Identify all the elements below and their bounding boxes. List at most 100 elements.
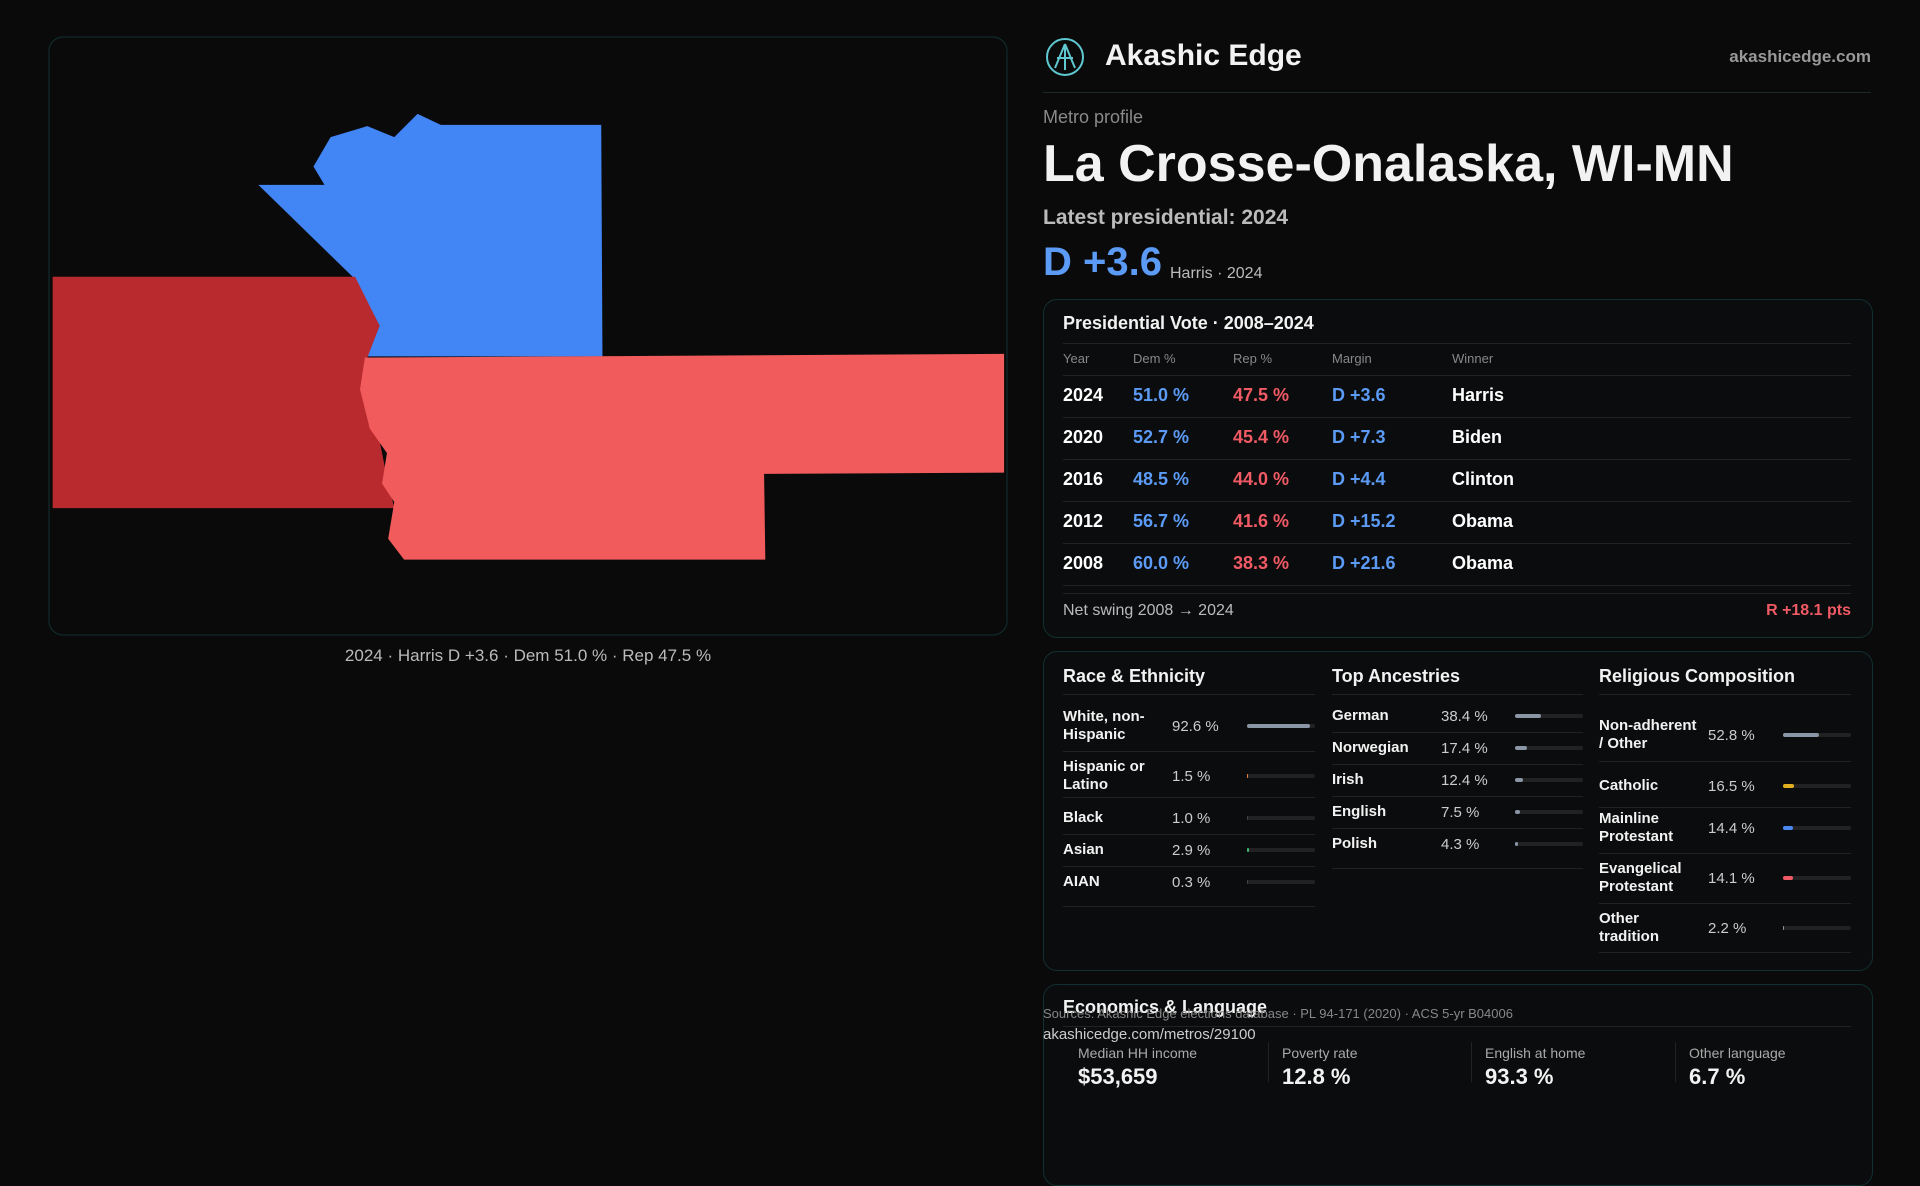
divider bbox=[1599, 952, 1851, 953]
metro-title: La Crosse-Onalaska, WI-MN bbox=[1043, 135, 1734, 193]
divider bbox=[1063, 375, 1851, 376]
map-caption: 2024 · Harris D +3.6 · Dem 51.0 % · Rep … bbox=[344, 646, 712, 665]
divider bbox=[1063, 417, 1851, 418]
row-value: 14.1 % bbox=[1708, 870, 1755, 887]
map-layer bbox=[48, 36, 1084, 636]
stat-value: 12.8 % bbox=[1282, 1064, 1351, 1089]
divider bbox=[1332, 796, 1583, 797]
stat-label: Poverty rate bbox=[1282, 1045, 1358, 1061]
bar-track bbox=[1515, 746, 1583, 750]
cell: 45.4 % bbox=[1233, 427, 1290, 447]
sources: Sources: Akashic Edge elections database… bbox=[1043, 1006, 1513, 1021]
divider bbox=[1063, 343, 1851, 344]
cell: D +4.4 bbox=[1332, 469, 1386, 489]
cell: 56.7 % bbox=[1133, 511, 1190, 531]
row-label: Irish bbox=[1332, 771, 1364, 788]
cell: 60.0 % bbox=[1133, 553, 1190, 573]
demographics-panel bbox=[1043, 651, 1873, 971]
divider bbox=[1063, 1026, 1851, 1027]
divider bbox=[1063, 797, 1315, 798]
divider bbox=[1063, 501, 1851, 502]
cell: 41.6 % bbox=[1233, 511, 1290, 531]
divider bbox=[1599, 853, 1851, 854]
bar bbox=[1247, 848, 1249, 852]
bar bbox=[1515, 810, 1521, 814]
cell: 2012 bbox=[1063, 511, 1104, 531]
cell: 48.5 % bbox=[1133, 469, 1190, 489]
stat-value: 6.7 % bbox=[1689, 1064, 1746, 1089]
bar bbox=[1515, 778, 1524, 782]
cell: 2016 bbox=[1063, 469, 1104, 489]
row-label: White, non-Hispanic bbox=[1063, 708, 1145, 743]
divider bbox=[1063, 459, 1851, 460]
url[interactable]: akashicedge.com/metros/29100 bbox=[1043, 1026, 1256, 1043]
column-header: Margin bbox=[1332, 351, 1372, 366]
bar bbox=[1247, 774, 1249, 778]
column-title: Top Ancestries bbox=[1332, 666, 1461, 686]
bar-track bbox=[1515, 810, 1583, 814]
brand: Akashic Edge bbox=[1105, 39, 1302, 72]
cell: Clinton bbox=[1452, 469, 1514, 489]
site-link[interactable]: akashicedge.com bbox=[1729, 47, 1871, 66]
bar-track bbox=[1515, 842, 1583, 846]
row-value: 1.5 % bbox=[1172, 768, 1211, 785]
column-title: Race & Ethnicity bbox=[1063, 666, 1206, 686]
bar bbox=[1783, 876, 1793, 880]
row-value: 16.5 % bbox=[1708, 778, 1755, 795]
row-value: 0.3 % bbox=[1172, 874, 1211, 891]
row-label: English bbox=[1332, 803, 1387, 820]
row-value: 14.4 % bbox=[1708, 820, 1755, 837]
stat-label: English at home bbox=[1485, 1045, 1586, 1061]
row-label: Catholic bbox=[1599, 777, 1659, 794]
divider bbox=[1063, 834, 1315, 835]
panel-title: Economics & Language bbox=[1063, 997, 1268, 1017]
divider bbox=[1332, 868, 1583, 869]
column-header: Dem % bbox=[1133, 351, 1176, 366]
row-value: 12.4 % bbox=[1441, 772, 1488, 789]
divider bbox=[1063, 906, 1315, 907]
stat-value: $53,659 bbox=[1078, 1064, 1158, 1089]
divider bbox=[1599, 807, 1851, 808]
divider bbox=[1268, 1042, 1269, 1082]
bar bbox=[1783, 784, 1795, 788]
divider bbox=[1043, 92, 1871, 93]
county bbox=[360, 353, 1005, 560]
cell: D +7.3 bbox=[1332, 427, 1386, 447]
cell: 2008 bbox=[1063, 553, 1104, 573]
cell: Harris bbox=[1452, 385, 1505, 405]
bar-track bbox=[1247, 816, 1315, 820]
kicker: Metro profile bbox=[1043, 107, 1144, 127]
row-value: 2.9 % bbox=[1172, 842, 1211, 859]
bar bbox=[1247, 880, 1248, 884]
cell: D +21.6 bbox=[1332, 553, 1396, 573]
cell: Obama bbox=[1452, 553, 1514, 573]
row-label: Polish bbox=[1332, 835, 1378, 852]
swing-value: R +18.1 pts bbox=[1766, 602, 1851, 619]
divider bbox=[1063, 543, 1851, 544]
bar bbox=[1515, 842, 1518, 846]
cell: 51.0 % bbox=[1133, 385, 1190, 405]
cell: 52.7 % bbox=[1133, 427, 1190, 447]
row-label: Other tradition bbox=[1599, 910, 1659, 945]
margin: D +3.6 bbox=[1043, 240, 1162, 284]
cell: 38.3 % bbox=[1233, 553, 1290, 573]
row-value: 38.4 % bbox=[1441, 708, 1488, 725]
stat-label: Median HH income bbox=[1078, 1045, 1198, 1061]
divider bbox=[1332, 694, 1583, 695]
divider bbox=[1063, 694, 1315, 695]
divider bbox=[1332, 764, 1583, 765]
margin-note: Harris · 2024 bbox=[1170, 265, 1263, 282]
bar-track bbox=[1247, 848, 1315, 852]
bar bbox=[1783, 826, 1793, 830]
cell: Obama bbox=[1452, 511, 1514, 531]
county bbox=[258, 113, 603, 357]
divider bbox=[1063, 751, 1315, 752]
bar bbox=[1783, 733, 1819, 737]
row-value: 2.2 % bbox=[1708, 920, 1747, 937]
row-value: 92.6 % bbox=[1172, 718, 1219, 735]
bar bbox=[1247, 816, 1248, 820]
cell: D +3.6 bbox=[1332, 385, 1386, 405]
bar-track bbox=[1783, 784, 1851, 788]
row-label: Black bbox=[1063, 809, 1104, 826]
divider bbox=[1675, 1042, 1676, 1082]
